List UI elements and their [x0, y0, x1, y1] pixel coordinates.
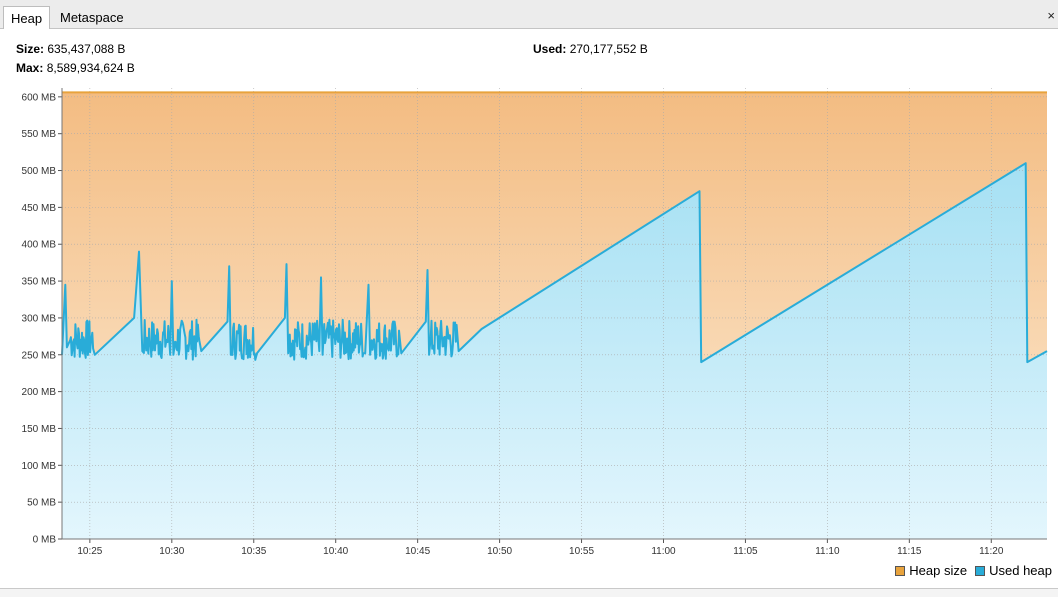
x-tick-label: 10:25 — [77, 546, 102, 557]
x-tick-label: 10:55 — [569, 546, 594, 557]
legend-used-heap: Used heap — [989, 563, 1052, 578]
x-tick-label: 10:30 — [159, 546, 184, 557]
bottom-panel-edge — [0, 588, 1058, 597]
x-tick-label: 11:20 — [979, 546, 1004, 557]
size-stat: Size: 635,437,088 B — [16, 42, 125, 56]
used-value: 270,177,552 B — [569, 42, 648, 56]
x-tick-label: 11:05 — [733, 546, 758, 557]
y-tick-label: 0 MB — [33, 535, 57, 546]
heap-size-swatch — [895, 566, 906, 576]
heap-chart: 0 MB 50 MB 100 MB 150 MB 200 MB 250 MB 300 MB 3… — [22, 88, 1048, 557]
x-tick-label: 10:45 — [405, 546, 430, 557]
legend-heap-size: Heap size — [909, 563, 968, 578]
max-stat: Max: 8,589,934,624 B — [16, 61, 135, 75]
y-tick-label: 550 MB — [22, 129, 57, 140]
tab-metaspace[interactable]: Metaspace — [60, 10, 124, 25]
used-heap-area — [62, 163, 1047, 539]
y-tick-label: 450 MB — [22, 203, 57, 214]
used-stat: Used: 270,177,552 B — [533, 42, 648, 56]
close-icon[interactable]: × — [1047, 8, 1055, 23]
size-label: Size: — [16, 42, 45, 56]
used-heap-swatch — [975, 566, 986, 576]
size-value: 635,437,088 B — [47, 42, 126, 56]
x-tick-label: 11:15 — [897, 546, 922, 557]
y-tick-label: 150 MB — [22, 424, 57, 435]
y-tick-label: 300 MB — [22, 313, 57, 324]
chart-legend: Heap size Used heap — [895, 563, 1052, 579]
y-tick-label: 350 MB — [22, 277, 57, 288]
y-tick-label: 100 MB — [22, 461, 57, 472]
max-value: 8,589,934,624 B — [46, 61, 135, 75]
tab-heap[interactable]: Heap — [3, 6, 51, 29]
x-tick-label: 10:40 — [323, 546, 348, 557]
x-tick-label: 11:10 — [815, 546, 840, 557]
y-tick-label: 50 MB — [27, 498, 56, 509]
y-tick-label: 200 MB — [22, 387, 57, 398]
y-tick-label: 500 MB — [22, 166, 57, 177]
x-tick-label: 10:50 — [487, 546, 512, 557]
y-tick-label: 600 MB — [22, 92, 57, 103]
used-heap-line — [61, 162, 1048, 364]
used-label: Used: — [533, 42, 567, 56]
max-label: Max: — [16, 61, 44, 75]
tab-bar: Heap Metaspace × — [0, 0, 1058, 29]
y-tick-label: 250 MB — [22, 350, 57, 361]
y-tick-label: 400 MB — [22, 240, 57, 251]
x-tick-label: 11:00 — [651, 546, 676, 557]
x-tick-label: 10:35 — [241, 546, 266, 557]
